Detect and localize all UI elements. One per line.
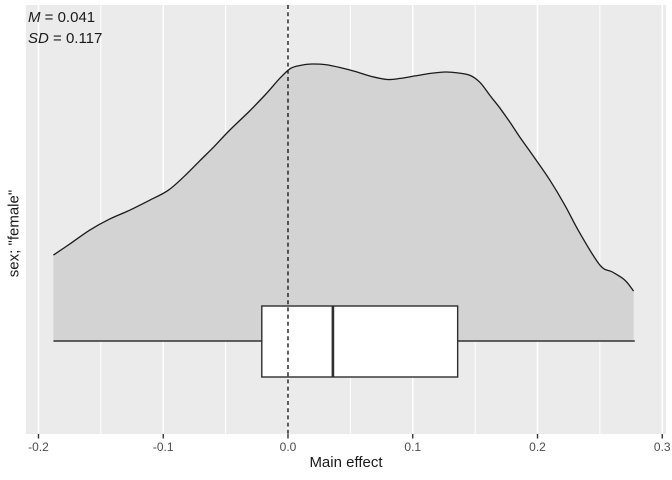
x-tick-label: -0.1 xyxy=(152,440,174,454)
x-axis-title: Main effect xyxy=(309,454,383,471)
annotation-symbol: M xyxy=(28,9,41,26)
annotation-value: = 0.041 xyxy=(40,9,96,26)
stats-annotation: M = 0.041 SD = 0.117 xyxy=(28,7,102,49)
boxplot-box xyxy=(261,305,459,378)
density-area xyxy=(53,63,634,341)
annotation-line: SD = 0.117 xyxy=(28,28,102,49)
x-tick-label: 0.1 xyxy=(404,440,422,454)
y-axis-label: sex; "female" xyxy=(5,189,23,278)
x-tick-label: 0.0 xyxy=(279,440,297,454)
x-tick-label: 0.2 xyxy=(529,440,546,454)
annotation-symbol: SD xyxy=(28,30,49,47)
x-tick-label: 0.3 xyxy=(653,440,671,454)
density-curve xyxy=(53,63,635,292)
annotation-value: = 0.117 xyxy=(48,30,103,47)
annotation-line: M = 0.041 xyxy=(28,7,102,28)
x-tick-label: -0.2 xyxy=(28,440,49,454)
